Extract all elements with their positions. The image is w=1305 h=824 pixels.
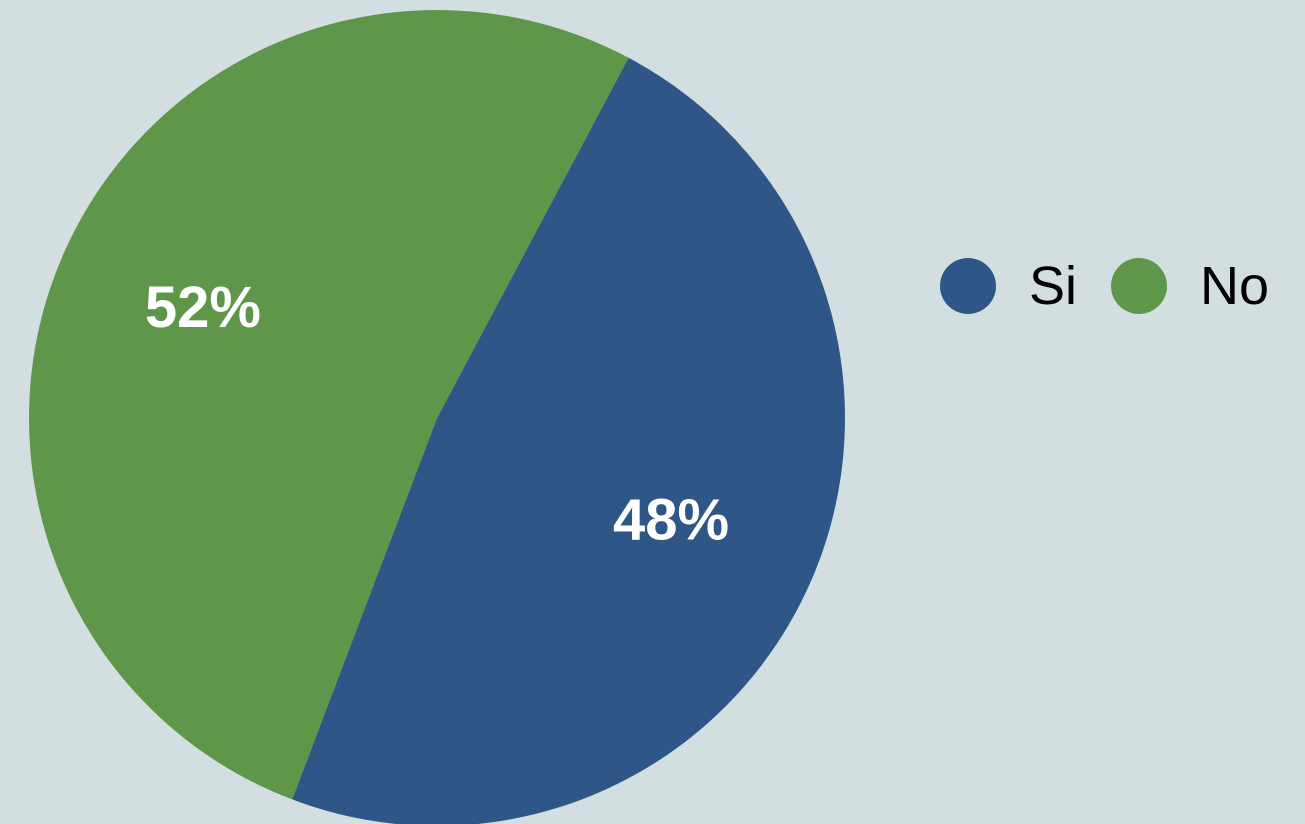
legend: Si No <box>940 258 1303 314</box>
pie-slice-no <box>29 10 629 800</box>
legend-label-si: Si <box>1029 256 1078 316</box>
legend-item-si: Si <box>940 258 1077 314</box>
data-label-si: 48% <box>613 488 729 553</box>
legend-swatch-no <box>1111 258 1168 314</box>
legend-label-no: No <box>1200 256 1270 316</box>
legend-swatch-si <box>940 258 996 314</box>
data-label-no: 52% <box>145 275 261 340</box>
legend-item-no: No <box>1111 258 1269 314</box>
pie-slice-si <box>292 57 845 824</box>
